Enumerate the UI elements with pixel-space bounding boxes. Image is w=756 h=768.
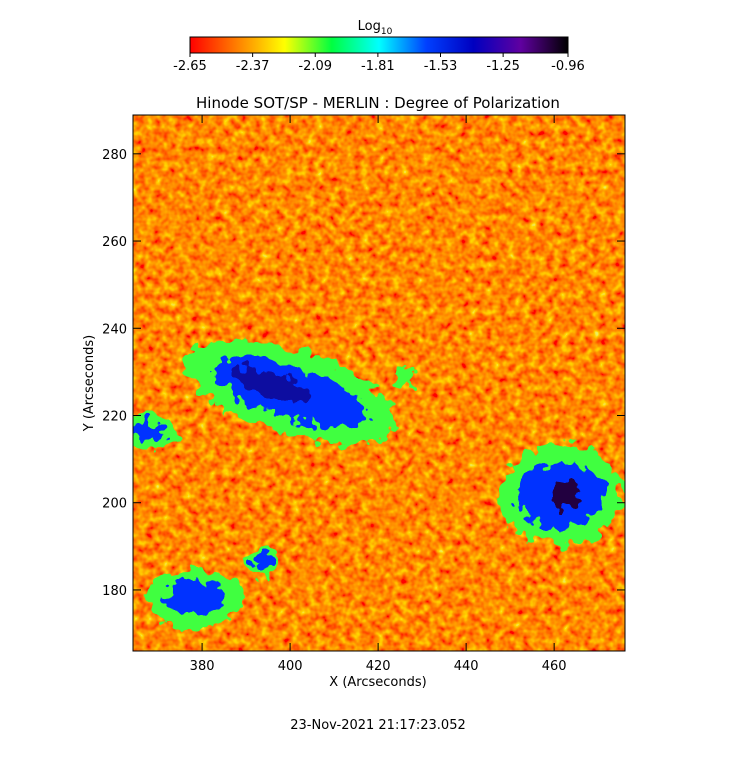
heatmap-features [133,339,622,628]
colorbar-tick-label: -2.37 [236,59,270,74]
x-tick-label: 440 [454,659,479,674]
colorbar-tick-label: -2.65 [173,59,207,74]
colorbar-label-subscript: 10 [381,27,393,37]
x-tick-label: 420 [366,659,391,674]
colorbar-tick-label: -1.81 [361,59,395,74]
y-tick-label: 220 [102,409,127,424]
x-tick-label: 400 [278,659,303,674]
colorbar-tick-label: -1.53 [424,59,458,74]
colorbar-tick-label: -2.09 [298,59,332,74]
chart-title: Hinode SOT/SP - MERLIN : Degree of Polar… [196,94,560,112]
heatmap-image [133,115,625,651]
colorbar [189,36,569,54]
y-tick-label: 180 [102,584,127,599]
y-tick-label: 200 [102,497,127,512]
y-tick-label: 260 [102,235,127,250]
timestamp: 23-Nov-2021 21:17:23.052 [290,718,466,733]
colorbar-tick-label: -1.25 [486,59,520,74]
x-axis-label: X (Arcseconds) [329,675,426,690]
x-tick-label: 460 [542,659,567,674]
y-axis-label: Y (Arcseconds) [82,335,97,432]
colorbar-label-base: Log [358,19,381,34]
y-tick-label: 280 [102,148,127,163]
x-tick-label: 380 [190,659,215,674]
y-tick-label: 240 [102,322,127,337]
plot-frame [132,114,626,652]
colorbar-tick-label: -0.96 [551,59,585,74]
colorbar-label: Log10 [358,19,393,37]
